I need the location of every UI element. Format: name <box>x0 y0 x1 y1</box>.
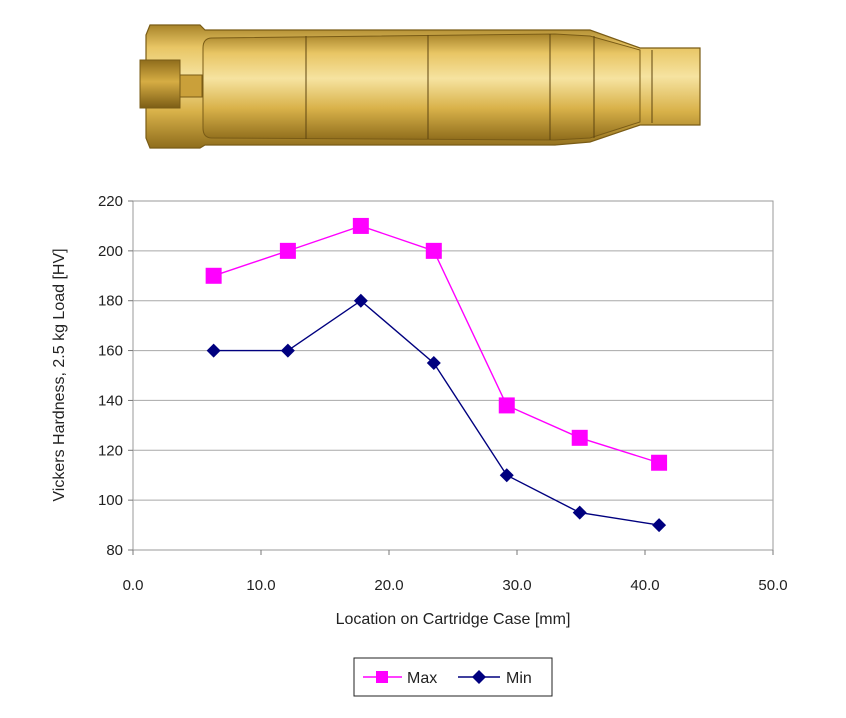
legend-marker-min <box>472 670 486 684</box>
x-tick-label: 50.0 <box>758 577 787 594</box>
data-point-max <box>425 242 442 259</box>
plot-frame <box>132 200 774 551</box>
y-tick-label: 100 <box>98 492 123 509</box>
y-tick-label: 160 <box>98 343 123 360</box>
y-tick-label: 140 <box>98 392 123 409</box>
x-tick-label: 10.0 <box>246 577 275 594</box>
data-point-max <box>498 397 515 414</box>
x-axis-title: Location on Cartridge Case [mm] <box>336 611 571 628</box>
y-tick-label: 80 <box>106 542 123 559</box>
x-tick-labels: 0.0 10.0 20.0 30.0 40.0 50.0 <box>123 577 788 594</box>
x-tick-label: 0.0 <box>123 577 144 594</box>
cartridge-case-icon <box>139 24 701 149</box>
x-tick-label: 20.0 <box>374 577 403 594</box>
y-tick-label: 200 <box>98 243 123 260</box>
data-point-min <box>206 343 221 358</box>
data-point-max <box>651 454 668 471</box>
series-layer <box>205 217 668 533</box>
data-point-min <box>652 518 667 533</box>
y-tick-label: 220 <box>98 193 123 210</box>
data-point-max <box>571 429 588 446</box>
data-point-min <box>426 356 441 371</box>
data-point-max <box>279 242 296 259</box>
y-tick-label: 180 <box>98 293 123 310</box>
legend-label-max: Max <box>407 670 437 687</box>
y-axis-title: Vickers Hardness, 2.5 kg Load [HV] <box>51 248 68 501</box>
data-point-min <box>353 293 368 308</box>
case-inner-body <box>202 33 641 141</box>
data-point-max <box>352 217 369 234</box>
plot-area: 80 100 120 140 160 180 200 220 0.0 10.0 20.0 30.0 4… <box>98 193 788 594</box>
y-tick-labels: 80 100 120 140 160 180 200 220 <box>98 193 123 559</box>
case-primer-pocket <box>179 74 203 98</box>
legend: Max Min <box>353 657 553 697</box>
x-tick-label: 30.0 <box>502 577 531 594</box>
x-tick-label: 40.0 <box>630 577 659 594</box>
case-rim-groove <box>139 59 181 109</box>
data-point-max <box>205 267 222 284</box>
data-point-min <box>280 343 295 358</box>
legend-marker-max <box>376 671 388 683</box>
data-point-min <box>499 468 514 483</box>
data-point-min <box>572 505 587 520</box>
y-tick-label: 120 <box>98 442 123 459</box>
legend-label-min: Min <box>506 670 532 687</box>
